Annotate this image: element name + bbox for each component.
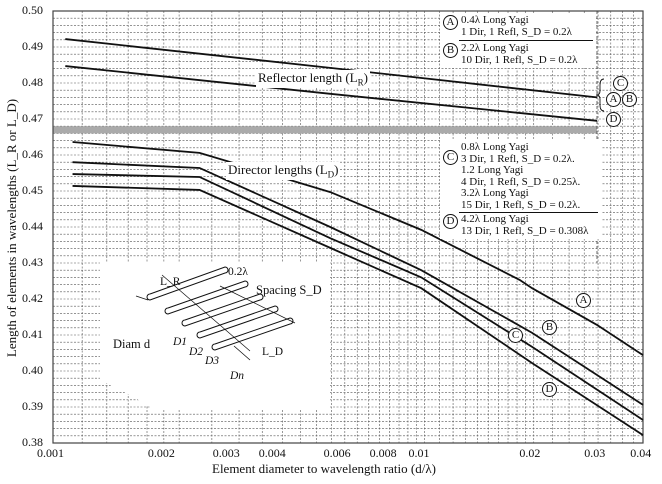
y-tick-label: 0.40 [22, 363, 43, 377]
inset-d3: D3 [205, 355, 220, 367]
reflector-label: Reflector length (LR) [256, 70, 370, 88]
inset-background [100, 262, 330, 410]
inset-ld-label: L_D [262, 346, 284, 358]
inset-d2: D2 [189, 346, 204, 358]
inset-rod-0 [146, 266, 229, 301]
x-tick-label: 0.03 [584, 446, 606, 460]
inset-spacing-value: 0.2λ [228, 266, 248, 278]
plot-frame [52, 10, 644, 444]
legend-entry-c-d: C 0.8λ Long Yagi 3 Dir, 1 Refl, S_D = 0.2λ… [440, 140, 601, 239]
x-tick-label: 0.008 [369, 446, 397, 460]
x-axis-label: Element diameter to wavelength ratio (d/… [212, 461, 436, 476]
curve-label-a: A [576, 293, 591, 308]
legend-key-b: B [443, 43, 458, 58]
inset-spacing-label: Spacing S_D [256, 283, 322, 297]
series-line-b [72, 161, 644, 406]
series-line-d [72, 185, 644, 436]
y-tick-label: 0.44 [22, 219, 43, 233]
y-tick-label: 0.49 [22, 39, 43, 53]
legend-entry-a: A 0.4λ Long Yagi 1 Dir, 1 Refl, S_D = 0.2λ… [440, 13, 596, 68]
series-line-reflector-a-b-c [65, 38, 598, 99]
x-tick-label: 0.003 [212, 446, 240, 460]
legend-key-a: A [443, 15, 458, 30]
y-tick-label: 0.45 [22, 183, 43, 197]
curve-label-b: B [542, 320, 557, 335]
y-tick-label: 0.38 [22, 435, 43, 449]
y-tick-label: 0.41 [22, 327, 43, 341]
reflector-marker-c: C [613, 76, 628, 91]
legend-key-d: D [443, 214, 458, 229]
x-tick-label: 0.006 [323, 446, 351, 460]
reflector-marker-b: B [622, 92, 637, 107]
inset-axis-line [161, 274, 251, 352]
director-label: Director lengths (LD) [226, 162, 341, 180]
inset-rod-3 [196, 305, 279, 339]
y-tick-label: 0.50 [22, 3, 43, 17]
x-tick-label: 0.001 [37, 446, 64, 460]
legend-key-c: C [443, 150, 458, 165]
x-tick-label: 0.04 [630, 446, 652, 460]
inset-ld-arrow [233, 345, 251, 361]
inset-rod-2 [181, 293, 264, 327]
reflector-brace [595, 78, 605, 112]
curve-label-d: D [542, 382, 557, 397]
reflector-marker-d: D [606, 112, 621, 127]
curve-label-c: C [508, 328, 523, 343]
y-tick-label: 0.47 [22, 111, 43, 125]
separator-band [53, 126, 597, 134]
inset-diam-label: Diam d [113, 337, 151, 351]
y-tick-label: 0.48 [22, 75, 43, 89]
y-tick-label: 0.46 [22, 147, 43, 161]
y-axis-label: Length of elements in wavelengths (L_R o… [4, 98, 19, 358]
reflector-marker-a: A [606, 92, 621, 107]
series-line-c [72, 173, 644, 421]
inset-spacing-line [219, 285, 296, 324]
inset-lr-label: L_R [160, 276, 181, 288]
series-line-a [72, 141, 644, 356]
y-tick-label: 0.42 [22, 291, 43, 305]
x-tick-label: 0.002 [147, 446, 175, 460]
inset-diam-arrow [135, 295, 149, 301]
x-tick-label: 0.02 [519, 446, 541, 460]
x-tick-label: 0.004 [258, 446, 286, 460]
inset-d1: D1 [173, 336, 188, 348]
y-tick-label: 0.43 [22, 255, 43, 269]
x-tick-label: 0.01 [408, 446, 430, 460]
inset-dn: Dn [230, 370, 245, 382]
inset-rod-4 [211, 317, 294, 351]
y-tick-label: 0.39 [22, 399, 43, 413]
series-line-reflector-d [65, 65, 598, 122]
